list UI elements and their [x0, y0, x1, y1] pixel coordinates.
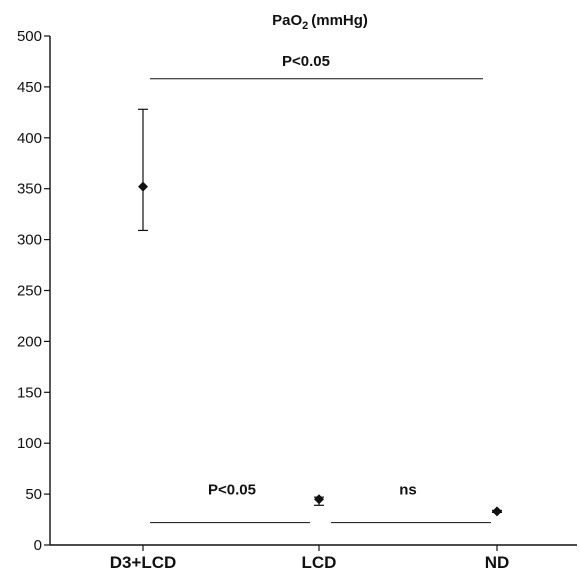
y-tick-label: 200	[17, 333, 42, 350]
y-tick-label: 0	[34, 537, 42, 554]
title-main: PaO	[272, 12, 302, 29]
x-tick-label: D3+LCD	[110, 553, 177, 571]
y-tick-label: 350	[17, 181, 42, 198]
plot-area: 0 50 100 150 200 250 300 350 400 450 500 D3+LCD LCD N…	[17, 28, 577, 571]
data-point	[314, 494, 324, 505]
y-tick-label: 100	[17, 435, 42, 452]
data-point	[138, 181, 148, 192]
title-unit: (mmHg)	[311, 12, 368, 29]
y-tick-label: 400	[17, 130, 42, 147]
y-tick-label: 500	[17, 28, 42, 45]
significance-label: ns	[399, 482, 417, 499]
x-tick-label: LCD	[302, 553, 337, 571]
y-tick-label: 250	[17, 283, 42, 300]
y-tick-label: 300	[17, 232, 42, 249]
significance-label: P<0.05	[282, 53, 330, 70]
y-tick-label: 450	[17, 79, 42, 96]
title-subscript: 2	[302, 20, 308, 32]
data-point	[492, 506, 502, 517]
y-tick-label: 50	[25, 486, 42, 503]
x-tick-label: ND	[485, 553, 510, 571]
chart-title: PaO2 (mmHg)	[272, 12, 368, 32]
significance-label: P<0.05	[208, 482, 256, 499]
y-tick-label: 150	[17, 384, 42, 401]
